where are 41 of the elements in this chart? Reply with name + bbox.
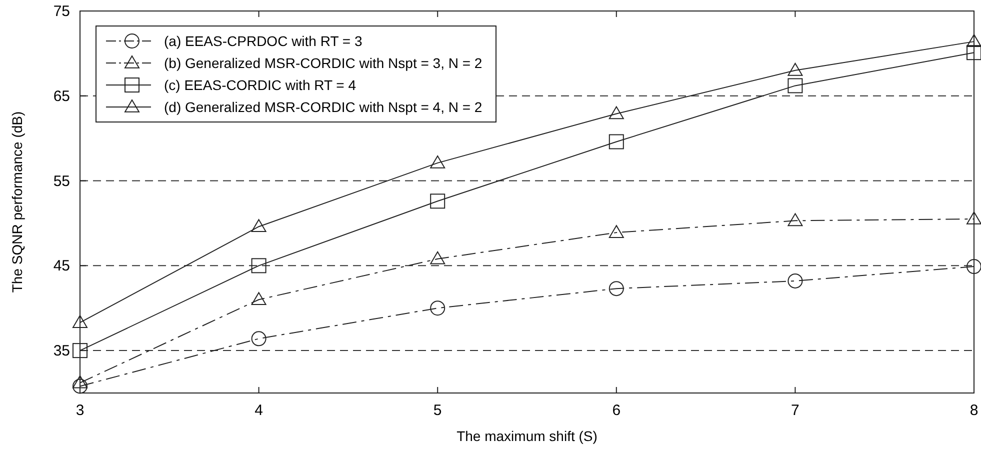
y-tick-label: 35	[53, 342, 70, 360]
x-tick-label: 4	[254, 402, 263, 419]
legend-label: (d) Generalized MSR-CORDIC with Nspt = 4, N = 2	[164, 99, 482, 115]
point	[72, 375, 88, 388]
point	[608, 225, 624, 238]
point	[788, 62, 803, 76]
point	[608, 134, 624, 150]
x-tick-label: 5	[433, 402, 442, 419]
point	[966, 259, 981, 274]
point	[966, 45, 981, 60]
point	[72, 343, 88, 358]
x-tick-label: 7	[791, 402, 800, 419]
legend-label: (b) Generalized MSR-CORDIC with Nspt = 3, N = 2	[164, 55, 482, 71]
point	[430, 155, 446, 168]
point	[251, 331, 266, 346]
y-axis-title: The SQNR performance (dB)	[9, 111, 25, 293]
x-axis-title: The maximum shift (S)	[456, 428, 598, 444]
point	[608, 106, 624, 120]
x-tick-label: 8	[970, 402, 978, 419]
legend-label: (c) EEAS-CORDIC with RT = 4	[164, 77, 356, 93]
x-tick-label: 3	[76, 402, 84, 419]
point	[72, 315, 88, 328]
point	[788, 78, 803, 94]
point	[430, 194, 446, 209]
y-tick-label: 45	[53, 258, 70, 275]
point	[966, 211, 981, 224]
x-tick-label: 6	[612, 402, 621, 419]
point	[966, 34, 981, 47]
point	[430, 251, 446, 264]
point	[608, 281, 624, 296]
legend-label: (a) EEAS-CPRDOC with RT = 3	[164, 33, 362, 49]
point	[251, 292, 266, 306]
point	[251, 258, 266, 274]
y-tick-label: 55	[53, 172, 70, 190]
y-tick-label: 65	[53, 88, 70, 105]
point	[72, 378, 88, 394]
point	[788, 273, 803, 288]
point	[788, 213, 803, 226]
point	[430, 300, 446, 316]
point	[251, 219, 266, 232]
y-tick-label: 75	[53, 3, 70, 20]
